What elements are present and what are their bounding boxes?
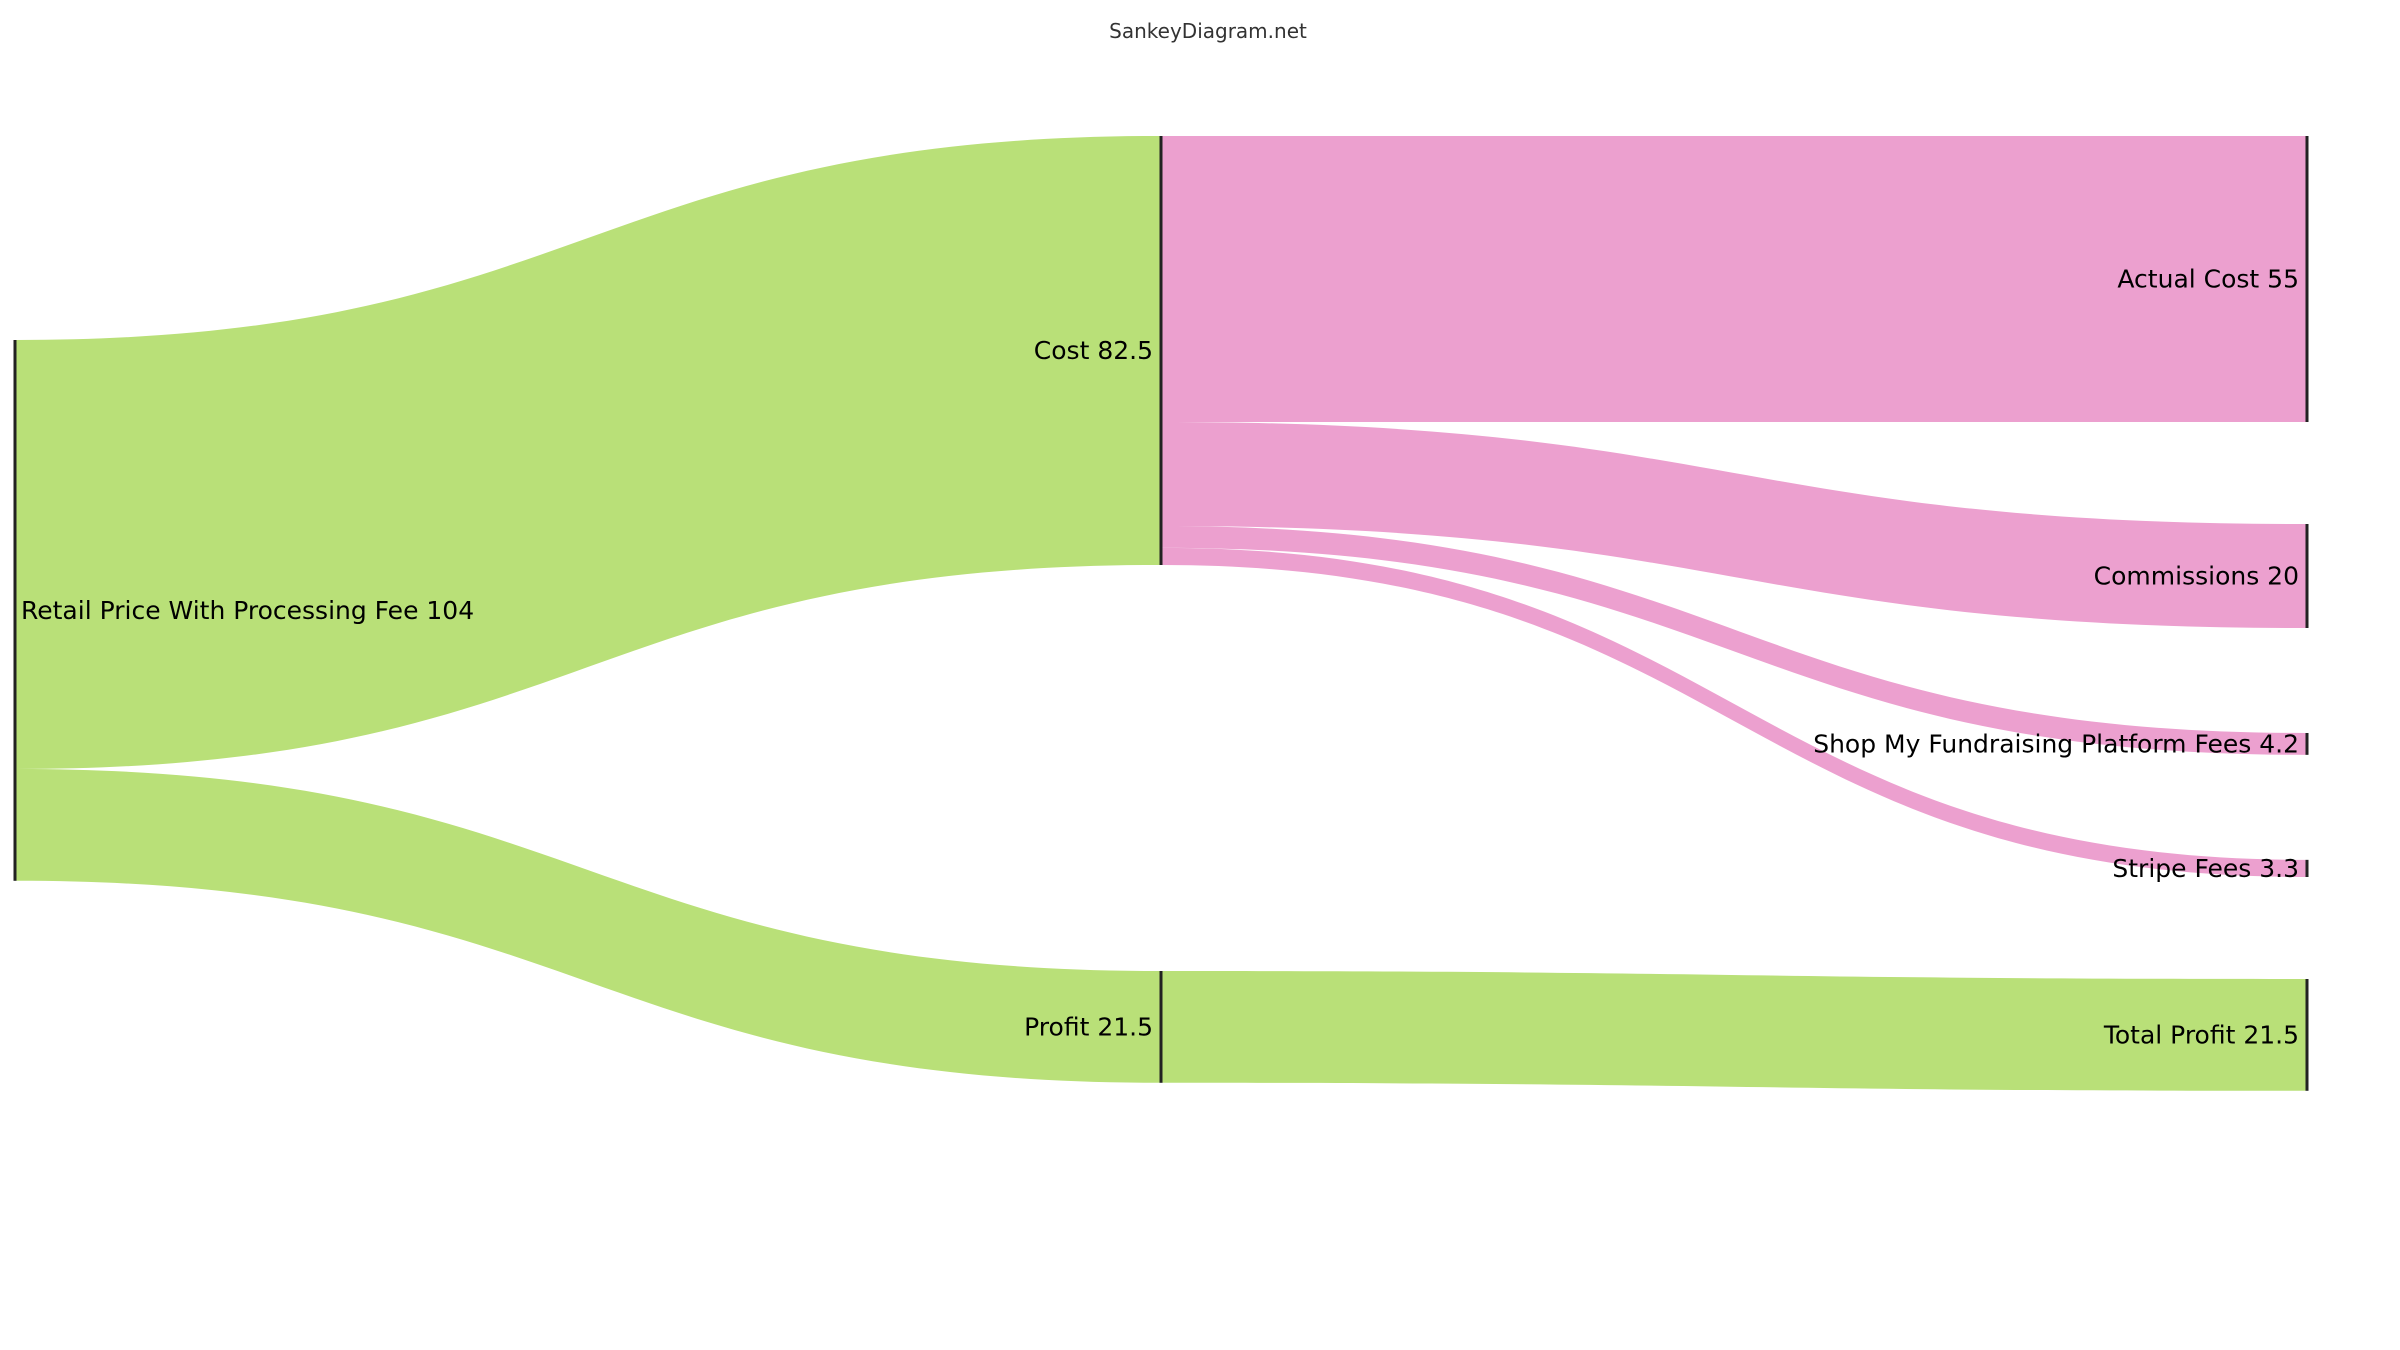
link-retail-to-profit[interactable] [16,769,1160,1083]
sankey-labels: Retail Price With Processing Fee 104 Cost… [21,265,2299,1050]
link-cost-to-platform_fees[interactable] [1162,526,2306,755]
sankey-nodes [13,136,2309,1091]
node-bar-profit[interactable] [1159,971,1163,1083]
node-label-profit: Profit 21.5 [1024,1012,1153,1041]
link-retail-to-cost[interactable] [16,136,1160,769]
node-label-retail: Retail Price With Processing Fee 104 [21,596,474,625]
node-bar-cost[interactable] [1159,136,1163,565]
node-bar-stripe_fees[interactable] [2305,859,2309,877]
link-cost-to-stripe_fees[interactable] [1162,547,2306,877]
node-label-actual_cost: Actual Cost 55 [2117,265,2299,294]
link-cost-to-actual_cost[interactable] [1162,136,2306,422]
node-label-commissions: Commissions 20 [2094,562,2299,591]
node-label-total_profit: Total Profit 21.5 [2103,1020,2299,1049]
node-bar-actual_cost[interactable] [2305,136,2309,422]
node-label-stripe_fees: Stripe Fees 3.3 [2112,854,2299,883]
site-title: SankeyDiagram.net [1109,19,1307,43]
node-label-platform_fees: Shop My Fundraising Platform Fees 4.2 [1813,729,2299,758]
node-bar-platform_fees[interactable] [2305,733,2309,755]
link-profit-to-total_profit[interactable] [1162,971,2306,1091]
link-cost-to-commissions[interactable] [1162,422,2306,628]
node-bar-commissions[interactable] [2305,524,2309,628]
sankey-links [16,136,2306,1091]
node-bar-total_profit[interactable] [2305,979,2309,1091]
node-bar-retail[interactable] [13,340,17,881]
node-label-cost: Cost 82.5 [1034,336,1153,365]
